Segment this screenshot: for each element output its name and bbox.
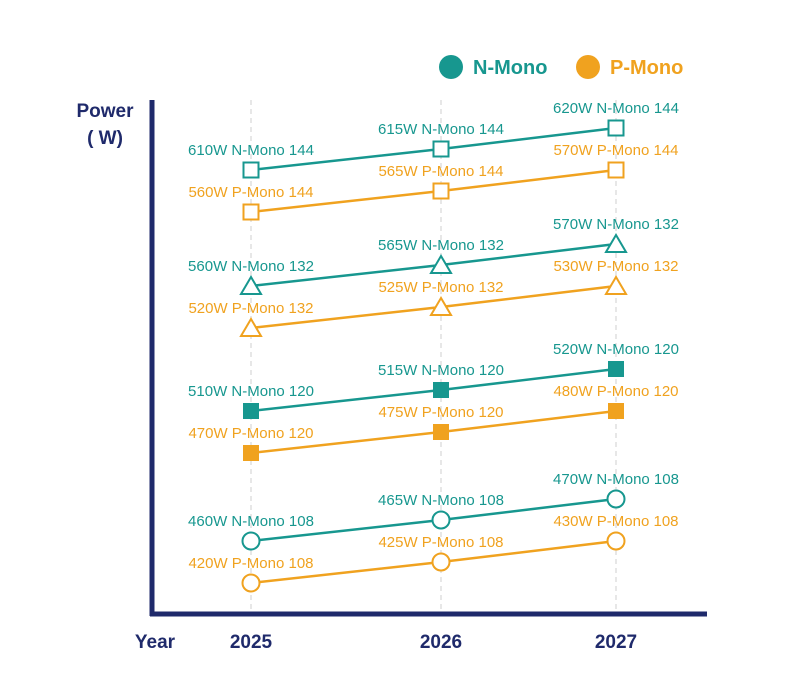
data-point [432,182,450,200]
data-label: 430W P-Mono 108 [553,513,678,530]
data-point [431,552,451,572]
data-point [241,531,261,551]
data-label: 560W P-Mono 144 [188,184,313,201]
data-point [243,403,259,419]
legend-marker-n-mono [439,55,463,79]
data-label: 565W P-Mono 144 [378,163,503,180]
data-point [429,254,453,274]
x-tick-2026: 2026 [420,632,462,653]
data-label: 470W N-Mono 108 [553,471,679,488]
data-label: 475W P-Mono 120 [378,404,503,421]
data-point [607,161,625,179]
data-point [608,361,624,377]
data-label: 570W P-Mono 144 [553,142,678,159]
x-tick-2027: 2027 [595,632,637,653]
data-point [606,531,626,551]
data-label: 565W N-Mono 132 [378,237,504,254]
series-group: 610W N-Mono 144 615W N-Mono 144 620W N-Mon… [188,100,679,593]
data-label: 530W P-Mono 132 [553,258,678,275]
data-point [241,573,261,593]
data-point [243,445,259,461]
series-6: 460W N-Mono 108 465W N-Mono 108 470W N-Mon… [188,471,679,551]
data-point [429,296,453,316]
series-0: 610W N-Mono 144 615W N-Mono 144 620W N-Mon… [188,100,679,179]
x-tick-labels: 2025 2026 2027 [230,632,637,653]
data-label: 465W N-Mono 108 [378,492,504,509]
series-7: 420W P-Mono 108 425W P-Mono 108 430W P-Mon… [188,513,679,593]
data-label: 510W N-Mono 120 [188,383,314,400]
x-axis-title: Year [135,632,176,653]
data-label: 520W P-Mono 132 [188,300,313,317]
legend-marker-p-mono [576,55,600,79]
series-1: 560W P-Mono 144 565W P-Mono 144 570W P-Mon… [188,142,679,221]
data-label: 515W N-Mono 120 [378,362,504,379]
y-axis-title-line2: ( W) [87,128,123,149]
axes [149,100,707,617]
series-5: 470W P-Mono 120 475W P-Mono 120 480W P-Mon… [188,383,679,461]
data-point [242,161,260,179]
legend-label-p-mono: P-Mono [610,57,683,79]
legend: N-Mono P-Mono [439,55,683,79]
data-label: 610W N-Mono 144 [188,142,314,159]
data-label: 620W N-Mono 144 [553,100,679,117]
data-label: 570W N-Mono 132 [553,216,679,233]
data-point [242,203,260,221]
y-axis-title-line1: Power [76,101,134,122]
data-label: 420W P-Mono 108 [188,555,313,572]
data-label: 460W N-Mono 108 [188,513,314,530]
data-label: 615W N-Mono 144 [378,121,504,138]
data-point [608,403,624,419]
data-point [433,424,449,440]
series-3: 520W P-Mono 132 525W P-Mono 132 530W P-Mon… [188,258,679,337]
data-label: 520W N-Mono 120 [553,341,679,358]
data-point [431,510,451,530]
data-point [433,382,449,398]
data-point [604,233,628,253]
data-point [239,275,263,295]
data-point [432,140,450,158]
data-point [606,489,626,509]
data-label: 525W P-Mono 132 [378,279,503,296]
data-point [607,119,625,137]
x-tick-2025: 2025 [230,632,273,653]
data-label: 480W P-Mono 120 [553,383,678,400]
series-4: 510W N-Mono 120 515W N-Mono 120 520W N-Mon… [188,341,679,419]
data-point [604,275,628,295]
legend-label-n-mono: N-Mono [473,57,547,79]
data-label: 560W N-Mono 132 [188,258,314,275]
data-label: 470W P-Mono 120 [188,425,313,442]
data-point [239,317,263,337]
data-label: 425W P-Mono 108 [378,534,503,551]
series-2: 560W N-Mono 132 565W N-Mono 132 570W N-Mon… [188,216,679,295]
